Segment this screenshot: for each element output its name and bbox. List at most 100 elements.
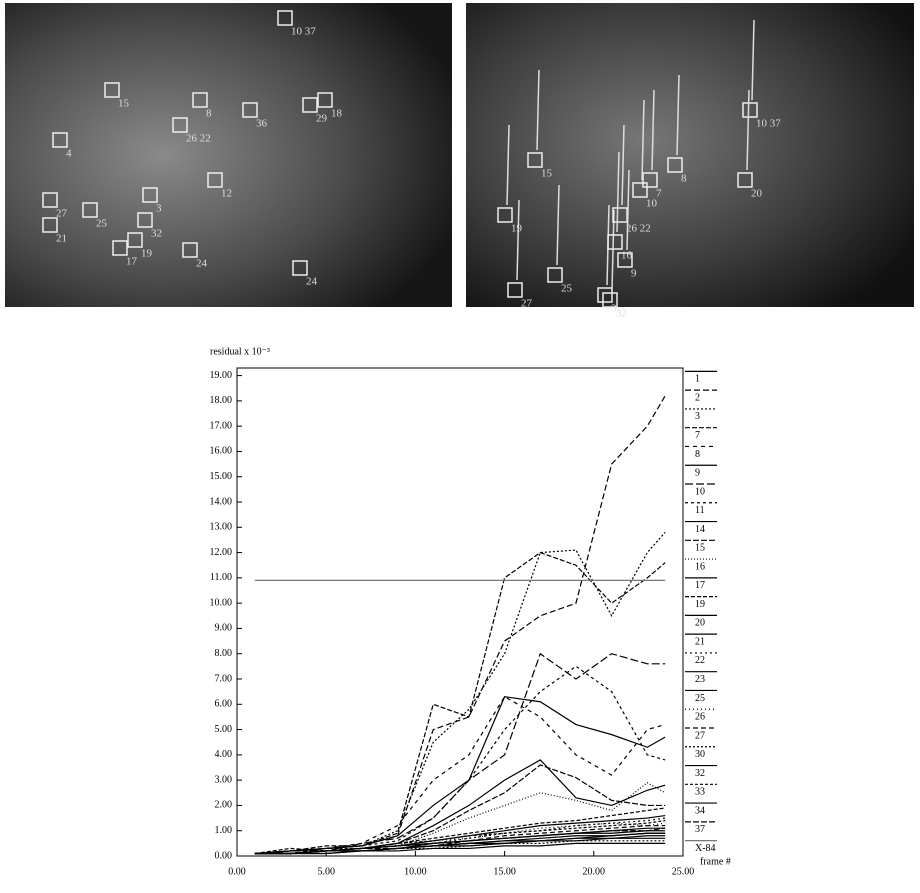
series-line <box>254 781 666 855</box>
legend-label: 30 <box>695 749 705 760</box>
feature-box <box>137 212 153 228</box>
feature-label: 29 <box>316 113 328 125</box>
feature-box <box>82 202 98 218</box>
feature-box <box>172 117 188 133</box>
y-tick-label: 17.00 <box>210 420 233 431</box>
feature-box <box>642 172 658 188</box>
series-line <box>254 551 666 855</box>
x-axis-label: frame # <box>700 856 731 867</box>
x-tick-label: 20.00 <box>583 866 606 877</box>
feature-box <box>292 260 308 276</box>
feature-box <box>617 252 633 268</box>
feature-label: 17 <box>126 256 138 268</box>
x-tick-label: 0.00 <box>228 866 246 877</box>
y-axis-label: residual x 10⁻³ <box>210 346 270 357</box>
y-tick-label: 0.00 <box>215 850 233 861</box>
feature-label: 15 <box>541 168 553 180</box>
x-tick-label: 15.00 <box>493 866 516 877</box>
feature-label: 32 <box>616 308 627 320</box>
x-tick-label: 5.00 <box>317 866 335 877</box>
y-tick-label: 4.00 <box>215 749 233 760</box>
feature-label: 19 <box>511 223 523 235</box>
legend-label: 17 <box>695 580 705 591</box>
feature-label: 3 <box>156 203 162 215</box>
feature-label: 24 <box>306 276 318 288</box>
legend-label: 32 <box>695 768 705 779</box>
plot-frame <box>236 367 684 857</box>
legend-label: 7 <box>695 430 700 441</box>
feature-box <box>667 157 683 173</box>
y-tick-label: 11.00 <box>210 572 232 583</box>
legend-label: 15 <box>695 543 705 554</box>
feature-label: 27 <box>56 208 68 220</box>
feature-label: 20 <box>751 188 763 200</box>
y-tick-label: 3.00 <box>215 774 233 785</box>
legend-label: 9 <box>695 468 700 479</box>
legend-label: 27 <box>695 730 705 741</box>
feature-label: 16 <box>621 250 633 262</box>
feature-box <box>607 234 623 250</box>
feature-label: 4 <box>66 148 72 160</box>
feature-label: 36 <box>256 118 268 130</box>
feature-trail <box>506 124 510 206</box>
feature-label: 32 <box>151 228 162 240</box>
feature-label: 18 <box>331 108 343 120</box>
series-line <box>254 832 666 855</box>
feature-label: 10 37 <box>291 26 316 38</box>
feature-label: 9 <box>631 268 637 280</box>
feature-box <box>742 102 758 118</box>
x-tick-label: 25.00 <box>672 866 695 877</box>
feature-box <box>497 207 513 223</box>
feature-trail <box>751 19 755 101</box>
feature-box <box>242 102 258 118</box>
legend-label: 11 <box>695 505 705 516</box>
feature-label: 24 <box>196 258 208 270</box>
y-tick-label: 14.00 <box>210 496 233 507</box>
series-line <box>254 395 666 855</box>
feature-box <box>112 240 128 256</box>
series-line <box>254 764 666 855</box>
feature-box <box>597 287 613 303</box>
feature-label: 25 <box>96 218 108 230</box>
feature-trail <box>536 69 540 151</box>
feature-trail <box>556 184 560 266</box>
feature-box <box>52 132 68 148</box>
legend-label: 20 <box>695 618 705 629</box>
feature-box <box>527 152 543 168</box>
feature-label: 10 <box>646 198 658 210</box>
feature-label: 21 <box>56 233 67 245</box>
series-line <box>254 842 666 855</box>
x-tick-label: 10.00 <box>404 866 427 877</box>
feature-box <box>192 92 208 108</box>
series-line <box>254 695 666 855</box>
legend-label: 2 <box>695 392 700 403</box>
legend-label: X-84 <box>695 843 716 854</box>
legend-label: 8 <box>695 449 700 460</box>
y-tick-label: 15.00 <box>210 471 233 482</box>
feature-box <box>127 232 143 248</box>
feature-label: 26 22 <box>626 223 651 235</box>
legend-label: 33 <box>695 787 705 798</box>
feature-label: 7 <box>656 188 662 200</box>
y-tick-label: 9.00 <box>215 623 233 634</box>
feature-label: 19 <box>141 248 153 260</box>
legend-label: 14 <box>695 524 705 535</box>
y-tick-label: 19.00 <box>210 370 233 381</box>
y-tick-label: 8.00 <box>215 648 233 659</box>
legend-label: 21 <box>695 636 705 647</box>
feature-trail <box>676 74 680 156</box>
feature-box <box>632 182 648 198</box>
feature-box <box>207 172 223 188</box>
feature-box <box>42 192 58 208</box>
y-tick-label: 6.00 <box>215 699 233 710</box>
feature-label: 25 <box>561 283 573 295</box>
y-tick-label: 12.00 <box>210 547 233 558</box>
feature-trail <box>516 199 520 281</box>
feature-label: 27 <box>521 298 533 310</box>
feature-trail <box>621 124 625 206</box>
legend-label: 26 <box>695 712 705 723</box>
feature-box <box>42 217 58 233</box>
feature-box <box>317 92 333 108</box>
y-tick-label: 5.00 <box>215 724 233 735</box>
